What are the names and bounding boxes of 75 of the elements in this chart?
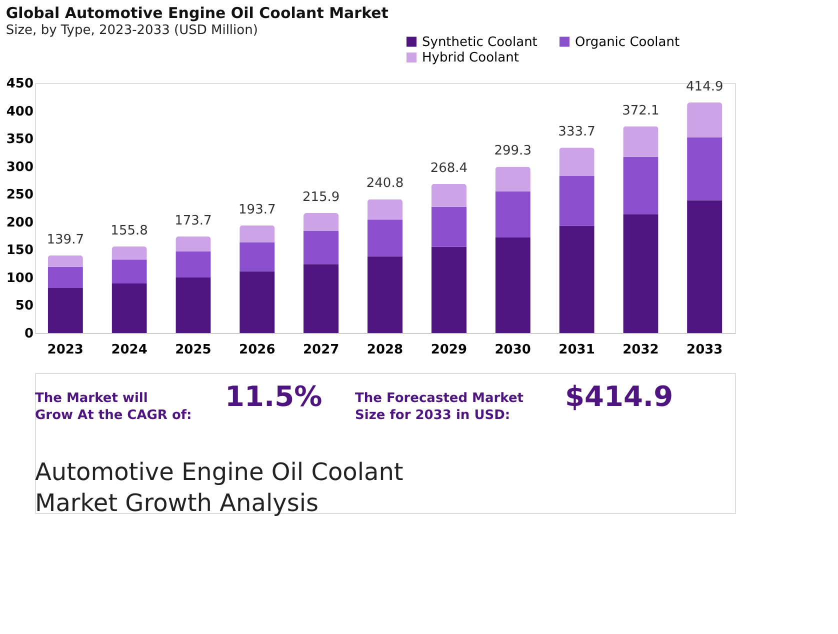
bar: [623, 214, 658, 333]
x-tick-label: 2023: [47, 342, 84, 358]
bar: [559, 226, 594, 333]
bar: [303, 264, 339, 333]
bar: [687, 200, 722, 333]
y-tick-label: 150: [6, 243, 34, 258]
total-label: 299.3: [494, 144, 532, 159]
bar: [176, 251, 211, 278]
bar: [240, 242, 275, 272]
text: The Forecasted Market Size for 2033 in USD:: [355, 391, 524, 423]
total-label: 193.7: [238, 202, 276, 218]
bar: [687, 102, 722, 138]
bar: [303, 213, 339, 231]
legend-label: Synthetic Coolant: [422, 34, 538, 50]
bar: [48, 266, 83, 288]
y-tick-label: 0: [24, 326, 34, 342]
chart-title: Global Automotive Engine Oil Coolant Market: [6, 4, 388, 22]
total-label: 215.9: [302, 190, 340, 206]
x-tick-label: 2029: [430, 342, 468, 358]
bar: [48, 288, 83, 333]
bar: [303, 230, 339, 264]
bar: [367, 199, 403, 220]
bar: [559, 148, 594, 176]
bar: [48, 255, 83, 267]
y-tick-label: 250: [6, 188, 34, 203]
text: $414.9: [565, 380, 674, 413]
x-tick-label: 2032: [622, 342, 659, 358]
bar: [431, 206, 467, 247]
bar: [431, 184, 467, 207]
total-label: 372.1: [622, 103, 660, 118]
x-tick-label: 2031: [558, 342, 595, 358]
bar: [687, 137, 722, 200]
chart-subtitle: Size, by Type, 2023-2033 (USD Million): [6, 23, 258, 38]
bar: [623, 126, 658, 157]
text: 11.5%: [225, 380, 322, 413]
x-tick-label: 2033: [686, 342, 723, 358]
total-label: 139.7: [46, 232, 84, 248]
y-tick-label: 300: [6, 160, 34, 175]
x-tick-label: 2024: [111, 342, 148, 358]
bar: [176, 277, 211, 333]
legend-label: Organic Coolant: [575, 34, 680, 50]
y-tick-label: 400: [6, 104, 34, 120]
y-tick-label: 200: [6, 215, 34, 230]
bar: [112, 284, 147, 333]
bar: [559, 176, 594, 226]
y-tick-label: 100: [6, 270, 34, 286]
x-tick-label: 2028: [366, 342, 404, 358]
bar: [623, 156, 658, 214]
x-tick-label: 2027: [302, 342, 340, 358]
text: The Market will Grow At the CAGR of:: [35, 391, 192, 423]
y-tick-label: 450: [6, 76, 34, 92]
total-label: 333.7: [558, 124, 596, 140]
bar: [367, 220, 403, 256]
total-label: 414.9: [686, 80, 724, 94]
bar: [112, 246, 147, 260]
total-label: 268.4: [430, 160, 468, 176]
total-label: 240.8: [366, 176, 404, 192]
bar: [112, 260, 147, 284]
x-tick-label: 2025: [175, 342, 212, 358]
text: Automotive Engine Oil Coolant Market Growth Analysis: [35, 458, 404, 518]
bar: [495, 166, 530, 192]
x-tick-label: 2030: [494, 342, 531, 358]
bar: [495, 191, 530, 238]
bar: [240, 225, 275, 242]
bar: [431, 246, 467, 333]
y-tick-label: 50: [15, 298, 34, 314]
bar: [495, 237, 530, 333]
bar: [367, 256, 403, 333]
x-tick-label: 2026: [239, 342, 276, 358]
total-label: 155.8: [110, 223, 148, 238]
legend-label: Hybrid Coolant: [422, 50, 519, 66]
y-tick-label: 350: [6, 132, 34, 148]
bar: [240, 271, 275, 333]
bar: [176, 236, 211, 252]
total-label: 173.7: [174, 214, 212, 228]
